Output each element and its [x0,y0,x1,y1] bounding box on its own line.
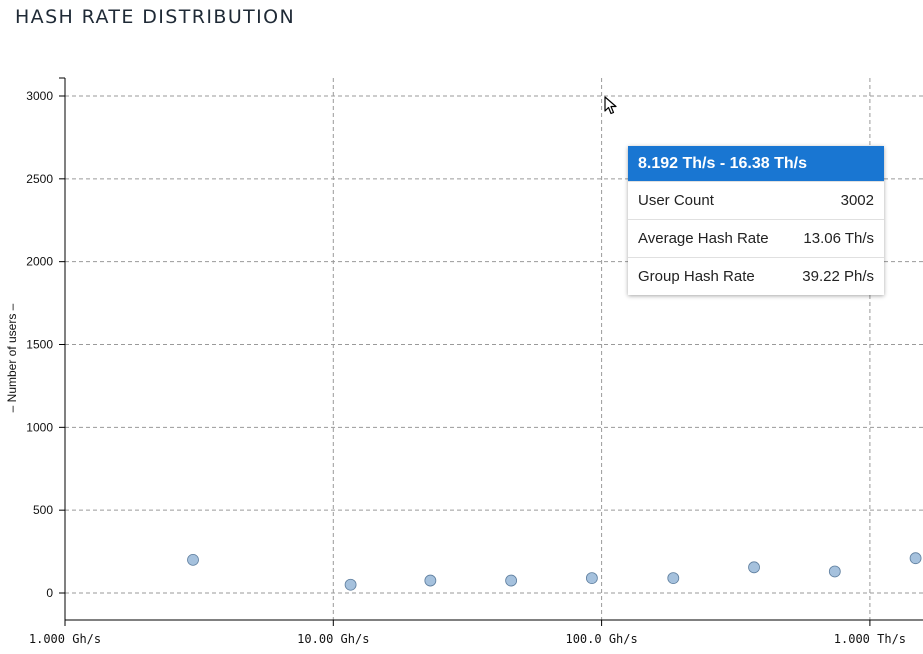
bubble-point[interactable] [667,572,680,584]
bubble-point[interactable] [344,578,357,591]
y-axis-label: – Number of users – [5,303,19,412]
x-tick-label: 10.00 Gh/s [297,632,369,646]
y-tick-label: 1000 [26,420,53,434]
tooltip-label: Group Hash Rate [638,268,755,285]
bubble-point[interactable] [505,574,518,587]
bubble-point[interactable] [909,552,922,565]
bubble-point[interactable] [828,565,841,578]
tooltip-row-group-hash-rate: Group Hash Rate 39.22 Ph/s [628,257,884,295]
y-tick-label: 2500 [26,172,53,186]
tooltip-title: 8.192 Th/s - 16.38 Th/s [628,146,884,181]
y-tick-label: 1500 [26,338,53,352]
x-tick-label: 1.000 Gh/s [29,632,101,646]
tooltip-value: 3002 [840,192,874,209]
bubble-point[interactable] [187,553,199,566]
y-tick-label: 0 [46,586,53,600]
mouse-pointer-icon [604,96,617,115]
axes: 0 500 1000 1500 2000 2500 3000 1.000 Gh/s 10.00 … [26,77,923,646]
x-tick-label: 1.000 Th/s [834,632,906,646]
bubble-point[interactable] [585,572,598,584]
y-tick-label: 500 [33,503,53,517]
tooltip-row-user-count: User Count 3002 [628,181,884,219]
y-tick-label: 2000 [26,255,53,269]
y-tick-label: 3000 [26,89,53,103]
bubble-point[interactable] [748,561,760,574]
tooltip-label: Average Hash Rate [638,230,769,247]
tooltip-value: 13.06 Th/s [803,230,874,247]
tooltip-row-average-hash-rate: Average Hash Rate 13.06 Th/s [628,219,884,257]
tooltip-value: 39.22 Ph/s [802,268,874,285]
x-tick-label: 100.0 Gh/s [565,632,637,646]
bubble-layer [187,552,922,591]
hover-tooltip: 8.192 Th/s - 16.38 Th/s User Count 3002 … [628,146,884,295]
chart-title: HASH RATE DISTRIBUTION [15,6,296,28]
bubble-point[interactable] [424,574,437,587]
tooltip-label: User Count [638,192,714,209]
